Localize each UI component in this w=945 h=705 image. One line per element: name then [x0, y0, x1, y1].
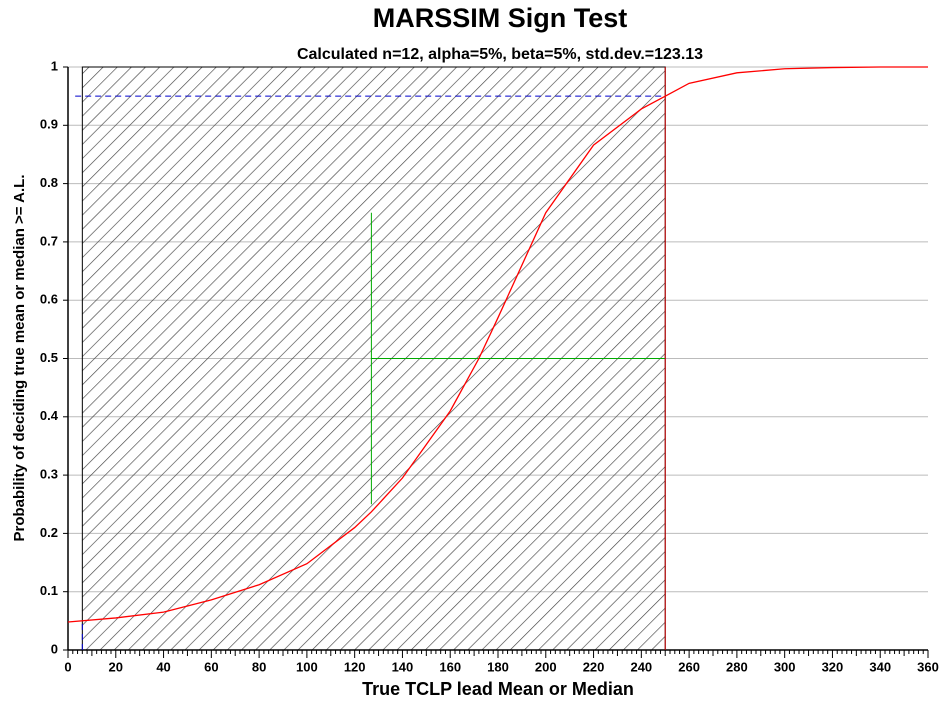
y-tick-label: 0.1 [40, 583, 58, 598]
x-tick-label: 80 [252, 659, 266, 674]
y-axis-label: Probability of deciding true mean or med… [11, 174, 28, 541]
x-tick-label: 40 [156, 659, 170, 674]
x-tick-label: 340 [869, 659, 891, 674]
x-tick-label: 0 [64, 659, 71, 674]
y-tick-label: 0 [51, 641, 58, 656]
x-tick-label: 280 [726, 659, 748, 674]
curve [67, 66, 928, 623]
y-tick-label: 0.7 [40, 233, 58, 248]
x-tick-label: 60 [204, 659, 218, 674]
x-tick-label: 20 [109, 659, 123, 674]
y-tick-label: 1 [51, 58, 58, 73]
x-tick-label: 220 [583, 659, 605, 674]
x-tick-label: 260 [678, 659, 700, 674]
x-tick-label: 300 [774, 659, 796, 674]
x-tick-label: 320 [822, 659, 844, 674]
x-tick-label: 360 [917, 659, 939, 674]
y-tick-label: 0.8 [40, 175, 58, 190]
x-tick-label: 200 [535, 659, 557, 674]
x-tick-label: 140 [392, 659, 414, 674]
x-tick-label: 120 [344, 659, 366, 674]
chart-title: MARSSIM Sign Test [373, 3, 628, 33]
x-axis-label: True TCLP lead Mean or Median [362, 679, 634, 699]
chart-subtitle: Calculated n=12, alpha=5%, beta=5%, std.… [297, 46, 703, 63]
y-tick-label: 0.6 [40, 292, 58, 307]
x-tick-label: 160 [439, 659, 461, 674]
y-tick-label: 0.9 [40, 117, 58, 132]
y-tick-label: 0.5 [40, 350, 58, 365]
x-tick-label: 180 [487, 659, 509, 674]
y-tick-label: 0.2 [40, 525, 58, 540]
y-tick-label: 0.3 [40, 467, 58, 482]
x-tick-label: 240 [630, 659, 652, 674]
x-tick-label: 100 [296, 659, 318, 674]
y-tick-label: 0.4 [40, 408, 59, 423]
